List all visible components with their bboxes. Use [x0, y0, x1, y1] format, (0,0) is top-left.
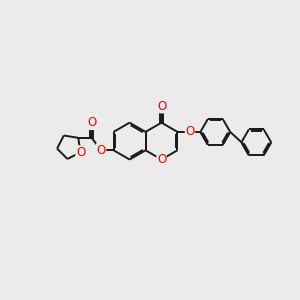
Text: O: O — [157, 153, 166, 166]
Text: O: O — [87, 116, 96, 130]
Text: O: O — [185, 125, 195, 138]
Text: O: O — [76, 146, 85, 159]
Text: O: O — [157, 100, 166, 113]
Text: O: O — [97, 144, 106, 157]
